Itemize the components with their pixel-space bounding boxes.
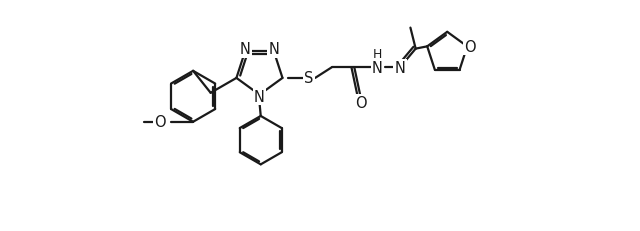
Text: O: O [154,115,166,130]
Text: O: O [465,40,476,55]
Text: N: N [394,61,405,76]
Text: N: N [372,61,383,76]
Text: N: N [268,42,279,57]
Text: S: S [304,71,314,86]
Text: H: H [372,48,382,61]
Text: N: N [254,90,265,105]
Text: O: O [355,95,367,110]
Text: N: N [240,42,251,57]
